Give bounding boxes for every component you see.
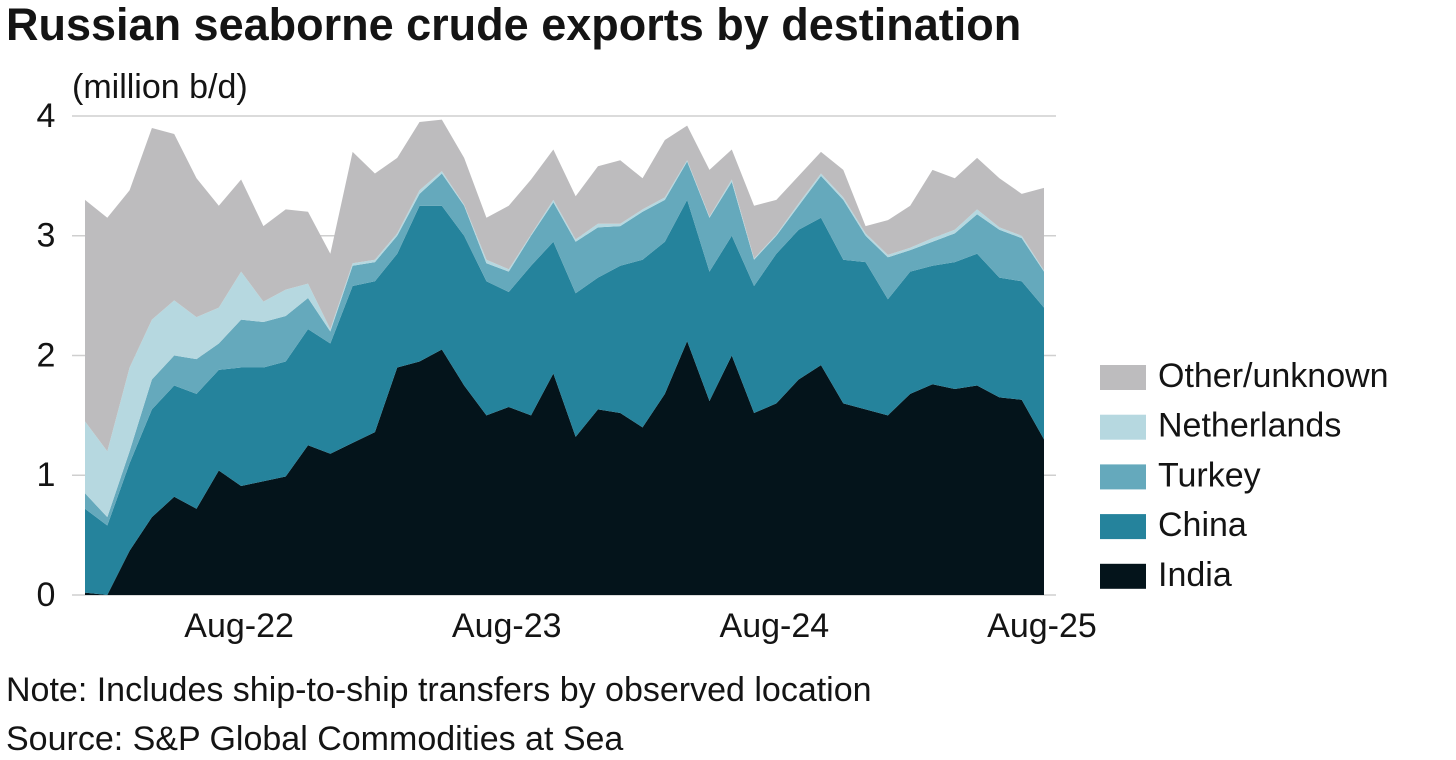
y-tick-label: 0	[37, 576, 56, 614]
legend-swatch	[1100, 563, 1146, 589]
legend-swatch	[1100, 365, 1146, 390]
chart-subtitle: (million b/d)	[72, 68, 248, 106]
legend-label: India	[1158, 556, 1232, 594]
chart-title: Russian seaborne crude exports by destin…	[6, 0, 1021, 50]
source: Source: S&P Global Commodities at Sea	[6, 720, 623, 758]
legend-label: Turkey	[1158, 456, 1261, 494]
area	[85, 161, 1044, 526]
legend-swatch	[1100, 464, 1146, 490]
x-tick-label: Aug-23	[452, 607, 562, 645]
area	[85, 119, 1044, 452]
legend-label: Other/unknown	[1158, 357, 1389, 395]
legend-swatch	[1100, 514, 1146, 540]
y-tick-label: 2	[37, 336, 56, 374]
area	[85, 341, 1044, 595]
x-tick-label: Aug-25	[987, 607, 1097, 645]
x-tick-label: Aug-22	[184, 607, 294, 645]
note: Note: Includes ship-to-ship transfers by…	[6, 671, 872, 709]
y-tick-label: 3	[37, 217, 56, 255]
y-tick-label: 4	[37, 97, 56, 135]
y-tick-label: 1	[37, 456, 56, 494]
legend-swatch	[1100, 414, 1146, 440]
legend-label: Netherlands	[1158, 407, 1341, 445]
x-tick-label: Aug-24	[720, 607, 830, 645]
legend-label: China	[1158, 506, 1247, 544]
area	[85, 199, 1044, 595]
